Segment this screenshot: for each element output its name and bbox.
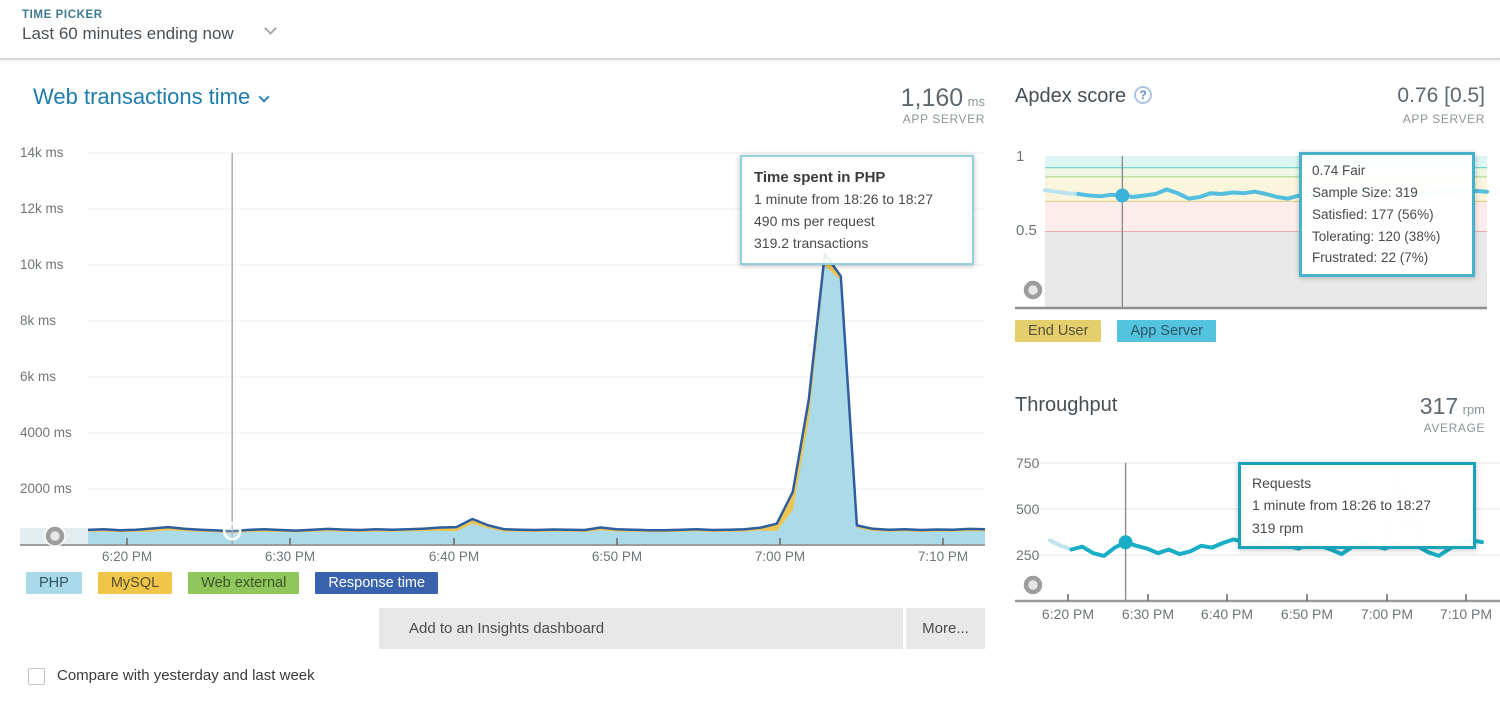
throughput-title: Throughput	[1015, 394, 1118, 416]
y-tick-label: 6k ms	[20, 369, 57, 384]
tooltip-line: 319 rpm	[1252, 519, 1304, 536]
apdex-title: Apdex score?	[1015, 85, 1153, 108]
tooltip-line: Tolerating: 120 (38%)	[1312, 228, 1441, 244]
y-tick-label: 4000 ms	[20, 425, 72, 440]
tooltip-line: Sample Size: 319	[1312, 184, 1418, 200]
main-chart-value-caption: APP SERVER	[902, 112, 985, 126]
y-tick-label: 2000 ms	[20, 481, 72, 496]
y-tick-label: 0.5	[1016, 222, 1037, 239]
more-button[interactable]: More...	[906, 608, 985, 649]
x-tick-label: 7:00 PM	[754, 549, 806, 564]
legend-item-app-server[interactable]: App Server	[1117, 320, 1216, 342]
chart-tooltip: Time spent in PHP 1 minute from 18:26 to…	[740, 155, 974, 266]
legend-item-end-user[interactable]: End User	[1015, 320, 1102, 342]
y-tick-label: 10k ms	[20, 257, 64, 272]
crosshair-marker	[222, 522, 242, 541]
compare-checkbox-label: Compare with yesterday and last week	[57, 667, 315, 684]
legend-item-response-time[interactable]: Response time	[315, 572, 439, 594]
x-tick-label: 6:50 PM	[591, 549, 643, 564]
help-icon[interactable]: ?	[1134, 86, 1153, 104]
throughput-value: 317 rpm	[1419, 393, 1485, 419]
throughput-value-caption: AVERAGE	[1423, 421, 1485, 435]
compare-checkbox[interactable]	[28, 668, 45, 685]
y-tick-label: 1	[1016, 148, 1025, 165]
crosshair-marker	[1115, 188, 1130, 203]
y-tick-label: 750	[1016, 455, 1040, 471]
chevron-down-icon	[258, 91, 270, 103]
time-picker-value[interactable]: Last 60 minutes ending now	[22, 24, 234, 43]
web-transactions-chart[interactable]	[0, 145, 986, 565]
x-tick-label: 6:30 PM	[264, 549, 316, 564]
drag-handle-icon	[1023, 280, 1043, 300]
apdex-value: 0.76 [0.5]	[1397, 84, 1485, 107]
y-tick-label: 500	[1016, 501, 1040, 517]
header-divider	[0, 58, 1500, 60]
apdex-value-caption: APP SERVER	[1402, 112, 1485, 126]
x-tick-label: 6:20 PM	[1041, 606, 1095, 622]
tooltip-line: 319.2 transactions	[754, 234, 869, 251]
drag-handle-icon	[1023, 575, 1043, 595]
apdex-legend: End User App Server	[1015, 320, 1216, 342]
tooltip-line: 0.74 Fair	[1312, 163, 1366, 178]
x-tick-label: 7:10 PM	[917, 549, 969, 564]
x-tick-label: 7:10 PM	[1439, 606, 1493, 622]
tooltip-line: 490 ms per request	[754, 212, 875, 229]
tooltip-title: Requests	[1252, 475, 1312, 491]
y-tick-label: 8k ms	[20, 313, 57, 328]
tooltip-line: 1 minute from 18:26 to 18:27	[1252, 497, 1431, 514]
x-tick-label: 6:40 PM	[1200, 606, 1254, 622]
apdex-tooltip: 0.74 Fair Sample Size: 319 Satisfied: 17…	[1299, 152, 1475, 278]
throughput-tooltip: Requests 1 minute from 18:26 to 18:27 31…	[1238, 462, 1476, 550]
drag-handle-icon	[45, 526, 65, 546]
x-tick-label: 6:40 PM	[428, 549, 480, 564]
main-chart-value: 1,160 ms	[900, 84, 985, 112]
tooltip-line: Frustrated: 22 (7%)	[1312, 250, 1429, 266]
time-picker-label: TIME PICKER	[22, 9, 103, 21]
legend-item-mysql[interactable]: MySQL	[97, 572, 173, 594]
tooltip-line: Satisfied: 177 (56%)	[1312, 206, 1434, 222]
x-tick-label: 6:30 PM	[1121, 606, 1175, 622]
main-chart-title[interactable]: Web transactions time	[33, 84, 270, 110]
y-tick-label: 250	[1016, 547, 1040, 563]
legend-item-web-external[interactable]: Web external	[188, 572, 300, 594]
crosshair-marker	[1118, 535, 1133, 550]
chevron-down-icon[interactable]	[264, 22, 277, 35]
tooltip-title: Time spent in PHP	[754, 169, 886, 186]
legend-item-php[interactable]: PHP	[26, 572, 82, 594]
add-to-insights-button[interactable]: Add to an Insights dashboard	[379, 608, 903, 649]
x-tick-label: 7:00 PM	[1360, 606, 1414, 622]
y-tick-label: 12k ms	[20, 201, 64, 216]
y-tick-label: 14k ms	[20, 145, 64, 160]
tooltip-line: 1 minute from 18:26 to 18:27	[754, 191, 933, 208]
x-tick-label: 6:50 PM	[1280, 606, 1334, 622]
main-chart-legend: PHP MySQL Web external Response time	[26, 572, 439, 594]
x-tick-label: 6:20 PM	[101, 549, 153, 564]
